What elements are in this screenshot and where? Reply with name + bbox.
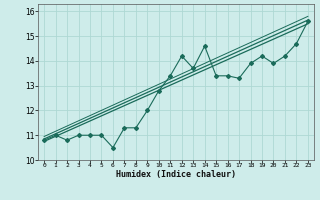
X-axis label: Humidex (Indice chaleur): Humidex (Indice chaleur) bbox=[116, 170, 236, 179]
